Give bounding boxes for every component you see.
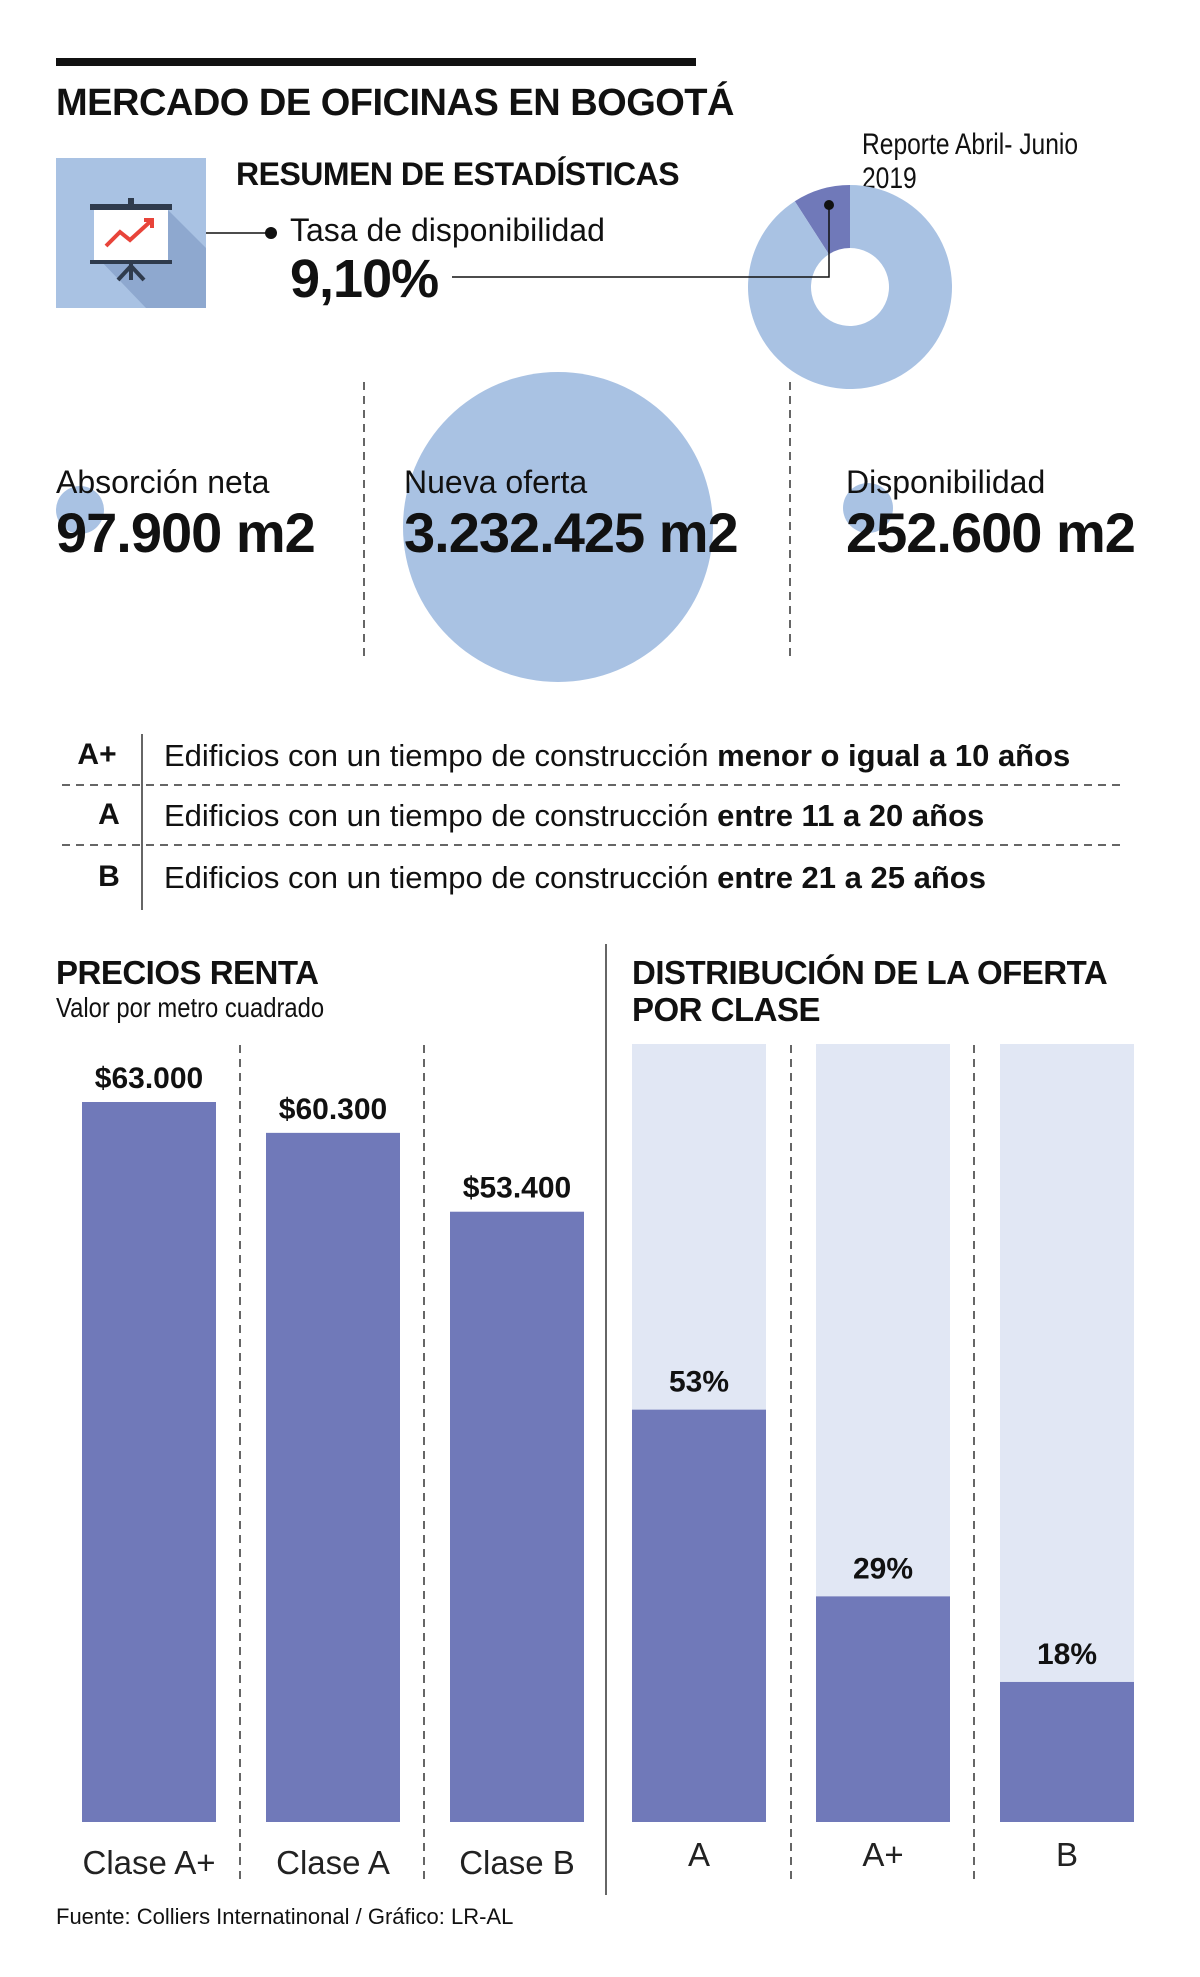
price-category-label: Clase B: [459, 1844, 575, 1881]
price-bar: [82, 1102, 216, 1822]
prices-subtitle: Valor por metro cuadrado: [56, 992, 325, 1023]
distribution-bar: [816, 1596, 950, 1822]
presentation-chart-icon: [56, 158, 206, 308]
distribution-title-line1: DISTRIBUCIÓN DE LA OFERTA: [632, 954, 1108, 991]
net-absorption-value: 97.900 m2: [56, 501, 316, 564]
report-period: Reporte Abril- Junio 2019: [862, 128, 1079, 195]
price-category-label: Clase A+: [83, 1844, 216, 1881]
price-data-label: $63.000: [95, 1062, 203, 1095]
class-code-a-plus: A+: [77, 738, 117, 771]
source-credit: Fuente: Colliers Internatinonal / Gráfic…: [56, 1904, 514, 1929]
distribution-category-label: A+: [862, 1836, 903, 1873]
availability-rate-value: 9,10%: [290, 249, 439, 309]
page-title: MERCADO DE OFICINAS EN BOGOTÁ: [56, 82, 734, 124]
availability-value: 252.600 m2: [846, 501, 1136, 564]
price-category-label: Clase A: [276, 1844, 390, 1881]
distribution-title-line2: POR CLASE: [632, 991, 821, 1028]
distribution-category-label: A: [688, 1836, 710, 1873]
distribution-bar: [632, 1409, 766, 1822]
distribution-category-label: B: [1056, 1836, 1078, 1873]
distribution-bar: [1000, 1681, 1134, 1822]
class-desc-a: Edificios con un tiempo de construcción …: [164, 798, 985, 833]
price-bar: [266, 1132, 400, 1822]
new-supply-value: 3.232.425 m2: [404, 501, 739, 564]
distribution-data-label: 53%: [669, 1366, 729, 1399]
price-data-label: $53.400: [463, 1172, 571, 1205]
availability-label: Disponibilidad: [846, 464, 1046, 500]
class-code-b: B: [98, 860, 120, 893]
summary-heading: RESUMEN DE ESTADÍSTICAS: [236, 156, 680, 192]
new-supply-label: Nueva oferta: [404, 464, 588, 500]
distribution-data-label: 29%: [853, 1552, 913, 1585]
class-desc-b: Edificios con un tiempo de construcción …: [164, 860, 986, 895]
price-data-label: $60.300: [279, 1093, 387, 1126]
prices-title: PRECIOS RENTA: [56, 954, 319, 991]
price-bar: [450, 1211, 584, 1822]
net-absorption-label: Absorción neta: [56, 464, 270, 500]
class-desc-a-plus: Edificios con un tiempo de construcción …: [164, 738, 1071, 773]
title-rule: [56, 58, 696, 66]
distribution-data-label: 18%: [1037, 1638, 1097, 1671]
class-code-a: A: [98, 798, 120, 831]
